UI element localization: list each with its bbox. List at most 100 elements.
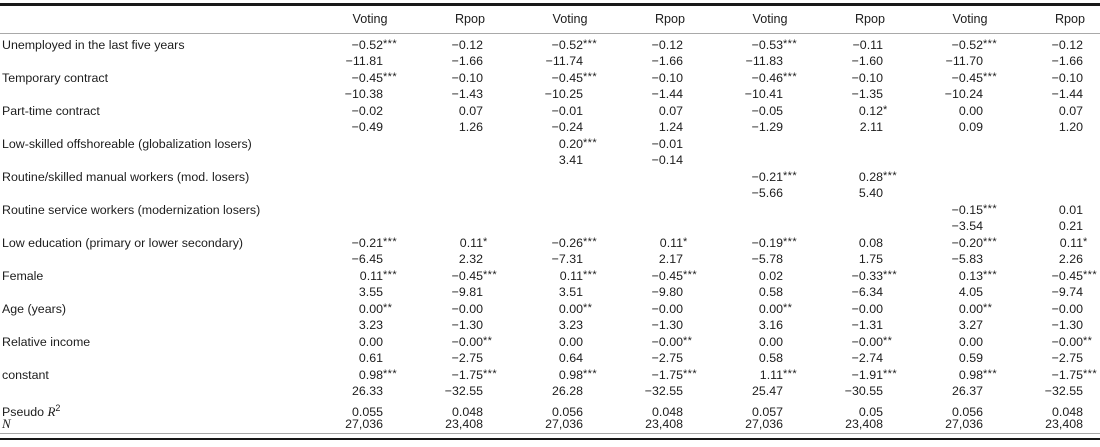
significance-stars: *** xyxy=(983,70,998,83)
significance-stars xyxy=(983,349,1000,366)
t-stat-value: 5.40 xyxy=(800,185,900,202)
t-stat-value-number: −2.74 xyxy=(851,351,883,365)
coef-value: −0.00 ** xyxy=(1000,334,1100,351)
t-stat-value-number: −1.31 xyxy=(851,318,883,332)
stat-value: 0.056 xyxy=(900,404,1000,421)
t-stat-value: 3.23 xyxy=(500,317,600,334)
significance-stars xyxy=(883,415,900,432)
significance-stars xyxy=(883,349,900,366)
coefficient-row: Relative income 0.00 −0.00 ** 0.00 −0.00 ** 0.0… xyxy=(0,334,1100,351)
significance-stars xyxy=(583,52,600,69)
column-header: Rpop xyxy=(854,12,886,26)
stat-value-number: 0.057 xyxy=(751,404,783,419)
coefficient-row: Unemployed in the last five years −0.52 **… xyxy=(0,37,1100,54)
significance-stars xyxy=(983,250,1000,267)
t-stat-value-number: −1.30 xyxy=(1051,318,1083,332)
significance-stars xyxy=(883,36,900,53)
coef-value-number: 1.11 xyxy=(759,367,783,382)
significance-stars: *** xyxy=(783,169,798,182)
stat-value-number: 27,036 xyxy=(745,417,783,431)
t-stat-value-number: 0.61 xyxy=(358,351,383,365)
coef-value-number: 0.07 xyxy=(658,103,683,118)
coef-value-number: −0.00 xyxy=(451,334,483,349)
t-stat-value: 2.32 xyxy=(400,251,500,268)
significance-stars: *** xyxy=(683,268,698,281)
t-stat-value-number: −1.44 xyxy=(1051,87,1083,101)
significance-stars: *** xyxy=(983,37,998,50)
t-statistic-row: 26.33 −32.55 26.28 −32.55 25.47 −30.55 26.37 −3… xyxy=(0,383,1100,400)
stat-value-number: 27,036 xyxy=(545,417,583,431)
t-stat-value: −2.74 xyxy=(800,350,900,367)
t-stat-value: 3.27 xyxy=(900,317,1000,334)
t-stat-value-number: 0.64 xyxy=(558,351,583,365)
t-stat-value: −1.60 xyxy=(800,53,900,70)
row-label: N xyxy=(2,416,11,431)
t-stat-value-number: 2.26 xyxy=(1058,252,1083,266)
t-stat-value: −10.24 xyxy=(900,86,1000,103)
stat-value-number: 0.048 xyxy=(1051,404,1083,419)
t-stat-value: −2.75 xyxy=(600,350,700,367)
coef-value: 0.20 *** xyxy=(500,136,600,153)
coef-value: −0.01 xyxy=(600,136,700,153)
coef-value: −0.21 *** xyxy=(700,169,800,186)
t-stat-value-number: −1.44 xyxy=(651,87,683,101)
coef-value-number: −0.10 xyxy=(451,70,483,85)
t-stat-value-number: −10.41 xyxy=(744,87,783,101)
coef-value-number: −0.12 xyxy=(1051,37,1083,52)
row-label: Temporary contract xyxy=(2,70,109,85)
coef-value: 0.98 *** xyxy=(900,367,1000,384)
coefficient-row: Part-time contract −0.02 0.07 −0.01 0.07 −0.0… xyxy=(0,103,1100,120)
t-stat-value-number: −11.83 xyxy=(745,54,783,68)
significance-stars xyxy=(883,184,900,201)
coef-value: −0.10 xyxy=(600,70,700,87)
row-label: Routine service workers (modernization l… xyxy=(2,202,261,217)
coef-value: −0.45 *** xyxy=(300,70,400,87)
significance-stars xyxy=(883,382,900,399)
significance-stars xyxy=(1083,85,1100,102)
t-stat-value-number: 0.09 xyxy=(958,120,983,134)
coef-value-number: −0.52 xyxy=(551,37,583,52)
significance-stars xyxy=(483,283,500,300)
significance-stars xyxy=(783,184,800,201)
t-stat-value: −1.44 xyxy=(1000,86,1100,103)
coef-value-number: −0.45 xyxy=(1051,268,1083,283)
significance-stars: *** xyxy=(883,268,898,281)
coef-value-number: −0.00 xyxy=(651,334,683,349)
significance-stars xyxy=(983,85,1000,102)
t-stat-value-number: −11.70 xyxy=(945,54,983,68)
t-stat-value-number: 5.40 xyxy=(858,186,883,200)
significance-stars xyxy=(483,52,500,69)
significance-stars: *** xyxy=(583,235,598,248)
t-stat-value: −11.83 xyxy=(700,53,800,70)
coef-value-number: 0.08 xyxy=(858,235,883,250)
significance-stars xyxy=(383,333,400,350)
t-stat-value: 26.33 xyxy=(300,383,400,400)
significance-stars: ** xyxy=(483,334,493,347)
t-stat-value-number: −1.66 xyxy=(1051,54,1083,68)
t-stat-value: −5.66 xyxy=(700,185,800,202)
coef-value: −0.00 xyxy=(800,301,900,318)
significance-stars xyxy=(1083,300,1100,317)
t-stat-value: −10.41 xyxy=(700,86,800,103)
coef-value-number: −0.12 xyxy=(651,37,683,52)
table-bottom-rule xyxy=(0,437,1100,440)
row-label: constant xyxy=(2,367,49,382)
coefficient-row: Temporary contract −0.45 *** −0.10 −0.45 *** −… xyxy=(0,70,1100,87)
stat-value: 0.056 xyxy=(500,404,600,421)
coef-value: −0.00 ** xyxy=(400,334,500,351)
coef-value: −0.10 xyxy=(400,70,500,87)
t-stat-value-number: −10.38 xyxy=(344,87,383,101)
t-stat-value-number: −0.49 xyxy=(351,120,383,134)
significance-stars xyxy=(683,382,700,399)
row-label: Age (years) xyxy=(2,301,67,316)
significance-stars xyxy=(483,85,500,102)
t-stat-value-number: 25.47 xyxy=(751,384,783,398)
coef-value-number: 0.11 xyxy=(659,235,683,250)
coef-value: −0.19 *** xyxy=(700,235,800,252)
t-stat-value-number: −1.29 xyxy=(751,120,783,134)
significance-stars xyxy=(1083,201,1100,218)
significance-stars: ** xyxy=(783,301,793,314)
coef-value-number: 0.07 xyxy=(458,103,483,118)
t-stat-value: −5.78 xyxy=(700,251,800,268)
significance-stars: *** xyxy=(783,37,798,50)
